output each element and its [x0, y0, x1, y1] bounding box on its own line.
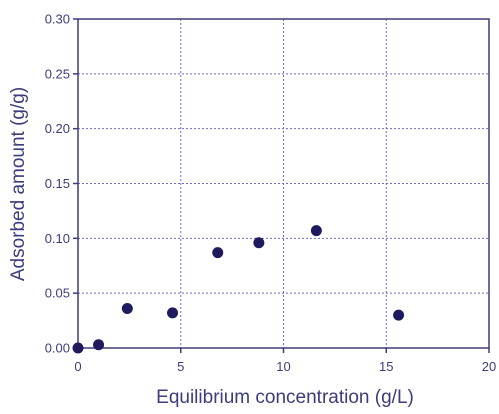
x-tick-label: 15: [379, 359, 393, 374]
y-tick-label: 0.20: [45, 121, 70, 136]
x-tick-label: 5: [177, 359, 184, 374]
data-point: [253, 237, 265, 249]
y-tick-label: 0.30: [45, 12, 70, 27]
data-point: [93, 339, 105, 351]
x-axis-ticks: 0 5 10 15 20: [74, 348, 496, 374]
data-point: [212, 247, 224, 259]
y-tick-label: 0.00: [45, 341, 70, 356]
y-tick-label: 0.15: [45, 176, 70, 191]
y-tick-label: 0.05: [45, 286, 70, 301]
y-tick-label: 0.25: [45, 66, 70, 81]
data-points: [72, 225, 405, 354]
x-axis-label: Equilibrium concentration (g/L): [156, 387, 414, 408]
y-axis-ticks: 0.00 0.05 0.10 0.15 0.20 0.25 0.30: [45, 12, 78, 356]
data-point: [310, 225, 322, 237]
grid-lines: [78, 19, 489, 348]
data-point: [393, 309, 405, 321]
x-tick-label: 10: [276, 359, 290, 374]
data-point: [167, 307, 179, 319]
y-axis-label: Adsorbed amount (g/g): [8, 87, 29, 281]
x-tick-label: 20: [482, 359, 496, 374]
x-tick-label: 0: [74, 359, 81, 374]
data-point: [121, 303, 133, 315]
y-tick-label: 0.10: [45, 231, 70, 246]
data-point: [72, 342, 84, 354]
